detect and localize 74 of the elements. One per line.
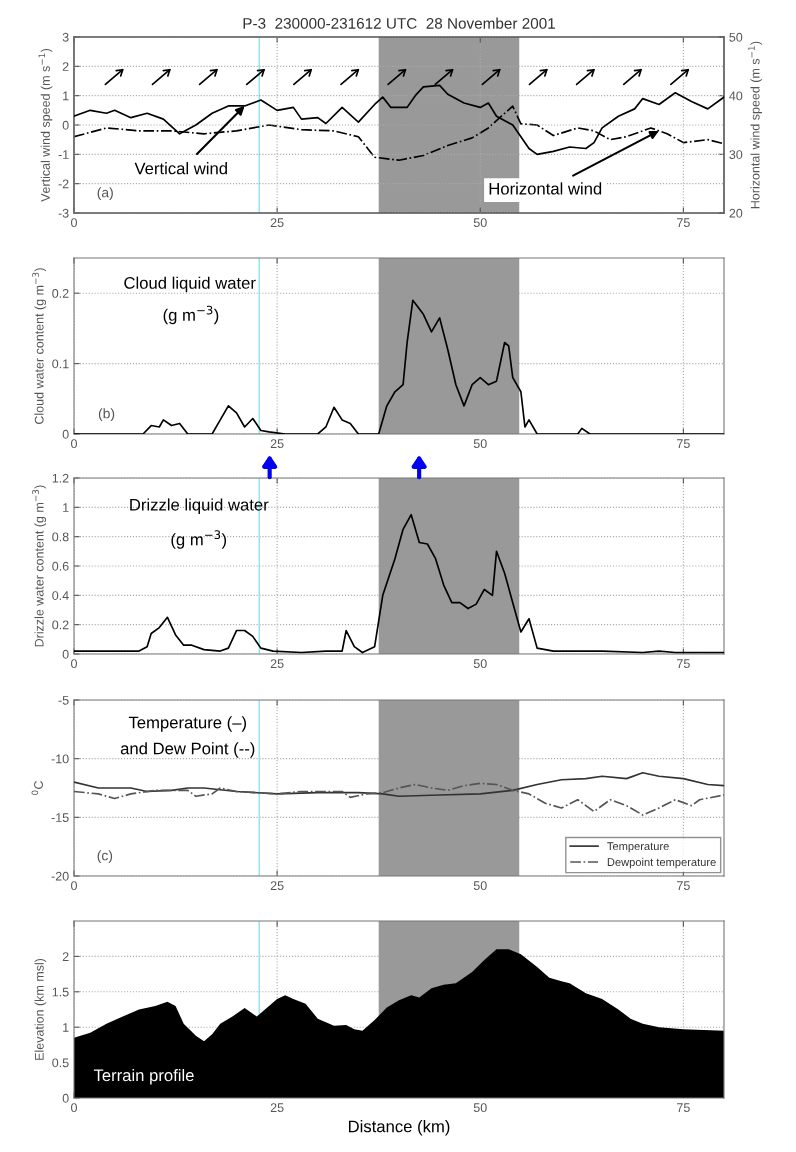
y-tick-label: -10 <box>51 754 69 764</box>
x-tick-label: 75 <box>677 659 690 669</box>
y-tick-label: 1.5 <box>52 987 69 997</box>
y-tick-label: 0.5 <box>52 1058 69 1068</box>
y-axis-title: Vertical wind speed (m s$^{−1}$) <box>38 48 53 202</box>
y-tick-label: -1 <box>58 150 69 159</box>
y-tick-label: 0 <box>62 649 69 659</box>
x-tick-label: 50 <box>473 881 487 891</box>
x-tick-label: 50 <box>473 659 487 669</box>
x-tick-label: 0 <box>71 218 77 228</box>
x-tick-label: 0 <box>71 1103 77 1113</box>
x-tick-label: 50 <box>473 439 487 449</box>
y-tick-label: -2 <box>58 179 69 189</box>
y-tick-label: -15 <box>51 813 69 822</box>
y-tick-label: 2 <box>62 62 69 71</box>
annotation: (b) <box>98 408 115 422</box>
x-tick-label: 25 <box>270 1103 284 1113</box>
x-tick-label: 75 <box>677 1103 690 1113</box>
x-tick-label: 50 <box>473 218 487 228</box>
y-tick-label: 0.6 <box>52 561 69 571</box>
y2-tick-label: 50 <box>729 32 743 42</box>
x-tick-label: 0 <box>71 881 77 891</box>
y-tick-label: 0 <box>62 120 69 130</box>
annotation: Temperature (–) <box>128 716 246 732</box>
y-tick-label: 0 <box>62 1093 69 1103</box>
annotation: (g m$^{−3}$) <box>163 305 219 325</box>
y-tick-label: -5 <box>58 695 69 705</box>
y2-tick-label: 30 <box>729 150 743 159</box>
y-tick-label: 1.2 <box>52 473 69 483</box>
y-tick-label: 0.8 <box>52 532 69 542</box>
x-axis-title: Distance (km) <box>348 1120 450 1136</box>
y-tick-label: -3 <box>58 208 69 218</box>
y-tick-label: 0.2 <box>52 289 69 298</box>
legend-label: Dewpoint temperature <box>607 857 716 869</box>
y-axis-title: Cloud water content (g m$^{−3}$) <box>32 268 47 424</box>
x-tick-label: 75 <box>677 218 690 228</box>
annotation: and Dew Point (--) <box>120 742 255 758</box>
x-tick-label: 25 <box>270 439 284 449</box>
annotation: Horizontal wind <box>489 182 602 195</box>
annotation: Cloud liquid water <box>124 276 256 293</box>
y-axis-title: Elevation (km msl) <box>34 958 47 1060</box>
x-tick-label: 75 <box>677 881 690 891</box>
legend-label: Temperature <box>607 842 669 853</box>
annotation: (a) <box>97 187 113 201</box>
y-tick-label: -20 <box>51 871 69 881</box>
annotation: (c) <box>97 850 113 864</box>
y-tick-label: 0 <box>62 429 69 439</box>
y-tick-label: 2 <box>62 952 69 961</box>
annotation: Terrain profile <box>93 1068 194 1085</box>
x-tick-label: 75 <box>677 439 690 449</box>
y2-tick-label: 20 <box>729 208 743 218</box>
y-tick-label: 0.1 <box>52 359 69 369</box>
y-tick-label: 3 <box>62 32 69 42</box>
y-tick-label: 1 <box>63 1023 69 1032</box>
x-tick-label: 0 <box>71 439 77 449</box>
chart-title: P-3 230000-231612 UTC 28 November 2001 <box>243 17 555 29</box>
annotation: (g m$^{−3}$) <box>171 530 227 549</box>
annotation: Drizzle liquid water <box>130 498 269 514</box>
y-tick-label: 0.4 <box>52 591 69 600</box>
y-tick-label: 1 <box>63 503 69 512</box>
y2-tick-label: 40 <box>729 91 743 101</box>
x-tick-label: 25 <box>270 881 284 891</box>
y-axis-title: Drizzle water content (g m$^{−3}$) <box>32 485 47 647</box>
x-tick-label: 50 <box>473 1103 487 1113</box>
line-series <box>74 771 724 798</box>
y-tick-label: 0.2 <box>52 620 69 630</box>
x-tick-label: 25 <box>270 659 284 669</box>
x-tick-label: 0 <box>71 659 77 669</box>
y-tick-label: 1 <box>63 91 69 101</box>
x-tick-label: 25 <box>270 218 284 228</box>
y2-axis-title: Horizontal wind speed (m s$^{−1}$) <box>748 41 763 209</box>
annotation: Vertical wind <box>134 162 227 175</box>
line-series <box>74 782 724 816</box>
y-axis-title: $^{0}$C <box>31 780 43 795</box>
